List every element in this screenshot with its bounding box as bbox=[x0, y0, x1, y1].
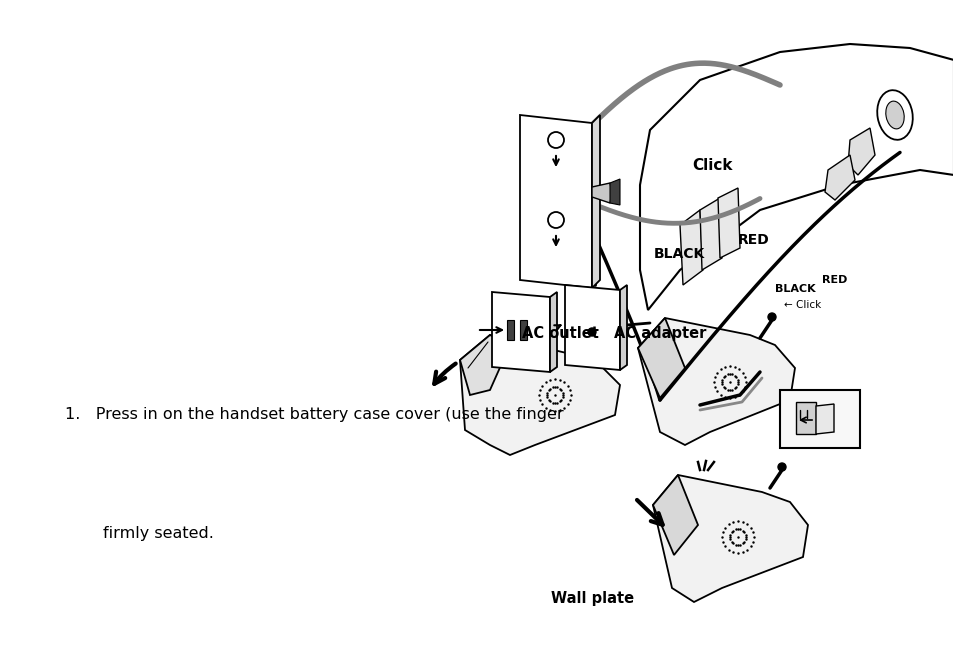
Polygon shape bbox=[639, 44, 953, 310]
Polygon shape bbox=[652, 475, 807, 602]
Ellipse shape bbox=[885, 101, 903, 129]
Polygon shape bbox=[652, 475, 698, 555]
Text: RED: RED bbox=[737, 234, 768, 247]
Polygon shape bbox=[619, 285, 626, 370]
Circle shape bbox=[778, 463, 785, 471]
Polygon shape bbox=[506, 320, 514, 340]
Text: AC outlet: AC outlet bbox=[521, 326, 598, 341]
Circle shape bbox=[587, 328, 596, 336]
Polygon shape bbox=[492, 292, 550, 372]
Polygon shape bbox=[700, 198, 721, 270]
Polygon shape bbox=[564, 285, 619, 370]
Polygon shape bbox=[847, 128, 874, 175]
Polygon shape bbox=[638, 318, 794, 445]
Text: AC adapter: AC adapter bbox=[614, 326, 706, 341]
Polygon shape bbox=[459, 335, 510, 395]
Polygon shape bbox=[592, 183, 612, 203]
Polygon shape bbox=[679, 210, 702, 285]
Polygon shape bbox=[638, 318, 684, 398]
Polygon shape bbox=[592, 115, 599, 288]
Polygon shape bbox=[815, 404, 833, 434]
Text: firmly seated.: firmly seated. bbox=[103, 526, 213, 541]
Circle shape bbox=[767, 313, 775, 321]
Polygon shape bbox=[824, 155, 854, 200]
Ellipse shape bbox=[877, 90, 912, 140]
Polygon shape bbox=[519, 320, 526, 340]
Text: RED: RED bbox=[821, 276, 847, 285]
Text: BLACK: BLACK bbox=[774, 284, 815, 293]
Text: 1.   Press in on the handset battery case cover (use the finger: 1. Press in on the handset battery case … bbox=[65, 407, 563, 422]
Text: Wall plate: Wall plate bbox=[551, 591, 634, 606]
Text: BLACK: BLACK bbox=[653, 247, 704, 260]
Text: Click: Click bbox=[692, 158, 732, 173]
Bar bbox=[780, 390, 859, 448]
Text: ← Click: ← Click bbox=[783, 301, 821, 310]
Polygon shape bbox=[459, 335, 619, 455]
Polygon shape bbox=[550, 292, 557, 372]
Polygon shape bbox=[609, 179, 619, 205]
Polygon shape bbox=[795, 402, 815, 434]
Polygon shape bbox=[718, 188, 740, 258]
Polygon shape bbox=[519, 115, 592, 288]
